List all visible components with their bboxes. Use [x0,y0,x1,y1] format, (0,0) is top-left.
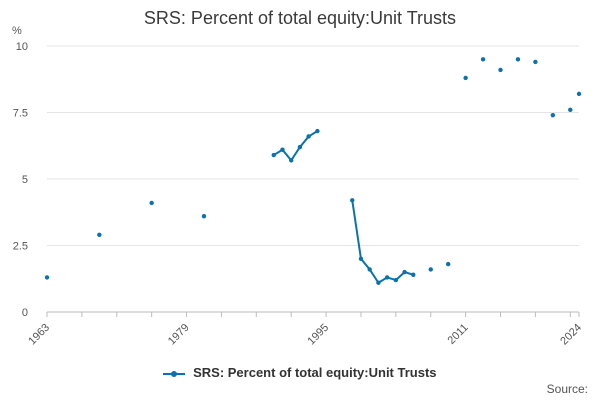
x-tick-label: 2011 [446,322,471,347]
data-point[interactable] [280,147,285,152]
chart-title: SRS: Percent of total equity:Unit Trusts [143,8,457,28]
data-point[interactable] [97,232,102,238]
y-tick-label: 5 [22,174,28,186]
data-point[interactable] [428,267,433,272]
y-tick-label: 2.5 [13,241,28,253]
series-layer [44,57,582,285]
data-point[interactable] [480,57,486,62]
x-tick-label: 1979 [166,322,192,348]
data-point[interactable] [358,256,364,261]
data-point[interactable] [44,275,50,280]
y-tick-label: 10 [16,41,28,53]
data-point[interactable] [411,272,416,277]
x-tick-label: 1963 [26,322,52,348]
data-point[interactable] [498,67,503,73]
gridlines [47,45,579,313]
x-tick-label: 2024 [558,322,584,348]
data-point[interactable] [384,275,390,280]
data-point[interactable] [271,152,276,158]
data-point[interactable] [201,214,207,219]
y-tick-label: 0 [22,307,28,319]
axes: 0 2.5 5 7.5 10 1963 1979 1995 2011 2024 [13,41,584,347]
data-point[interactable] [568,107,573,113]
legend[interactable]: SRS: Percent of total equity:Unit Trusts [0,365,600,380]
data-point[interactable] [550,112,556,118]
data-point[interactable] [350,198,355,203]
y-tick-label: 7.5 [13,108,28,120]
data-point[interactable] [463,75,468,81]
legend-label: SRS: Percent of total equity:Unit Trusts [193,365,437,380]
data-point[interactable] [149,200,154,206]
data-point[interactable] [315,128,320,134]
x-tick-label: 1995 [305,322,331,348]
data-point[interactable] [376,280,381,285]
data-point[interactable] [445,261,451,267]
data-point[interactable] [297,144,303,150]
data-point[interactable] [515,57,521,62]
data-point[interactable] [367,267,372,272]
data-point[interactable] [576,91,582,97]
data-point[interactable] [288,158,294,163]
series-line [273,130,318,162]
data-point[interactable] [306,134,311,139]
source-label: Source: [546,382,588,396]
legend-marker-icon [163,369,186,379]
y-axis-unit-label: % [12,25,22,37]
data-point[interactable] [393,277,399,283]
data-point[interactable] [533,59,538,65]
data-point[interactable] [402,269,407,275]
